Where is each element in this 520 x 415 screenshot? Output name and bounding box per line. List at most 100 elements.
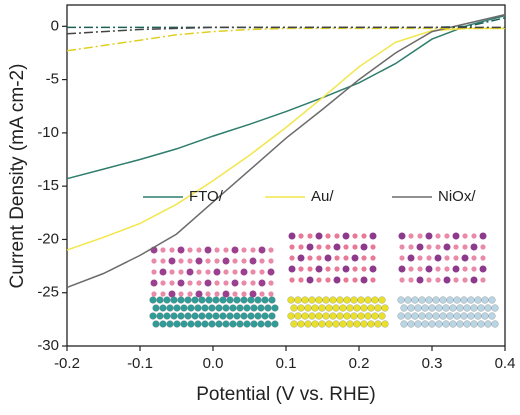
y-tick-label: -25 xyxy=(37,284,59,301)
atom xyxy=(168,257,176,265)
atom xyxy=(316,255,322,261)
atom xyxy=(294,312,302,320)
atom xyxy=(152,304,160,312)
atom xyxy=(180,320,188,328)
atom xyxy=(307,266,313,272)
atom xyxy=(151,258,157,264)
atom xyxy=(307,255,313,261)
atom xyxy=(219,296,227,304)
atom xyxy=(446,312,454,320)
atom xyxy=(259,291,265,297)
atom xyxy=(223,269,229,275)
atom xyxy=(343,244,349,250)
atom xyxy=(268,258,274,264)
atom xyxy=(462,277,468,283)
atom xyxy=(214,291,220,297)
atom xyxy=(408,277,414,283)
atom xyxy=(187,320,195,328)
atom xyxy=(173,320,181,328)
atom xyxy=(205,296,213,304)
atom xyxy=(404,312,412,320)
atom xyxy=(343,296,351,304)
atom xyxy=(453,312,461,320)
x-tick-label: 0.4 xyxy=(495,355,516,372)
atom xyxy=(241,258,247,264)
atom xyxy=(214,258,220,264)
atom xyxy=(479,232,487,240)
atom xyxy=(444,255,450,261)
atom xyxy=(449,320,457,328)
atom xyxy=(290,320,298,328)
atom xyxy=(287,296,295,304)
atom xyxy=(268,312,276,320)
atom xyxy=(191,312,199,320)
atom xyxy=(191,296,199,304)
atom xyxy=(421,304,429,312)
atom xyxy=(418,312,426,320)
atom xyxy=(370,244,376,250)
atom xyxy=(241,247,247,253)
atom xyxy=(443,276,451,284)
atom xyxy=(316,277,322,283)
atom xyxy=(407,320,415,328)
atom xyxy=(400,320,408,328)
y-tick-label: -20 xyxy=(37,230,59,247)
atom xyxy=(426,255,432,261)
atom xyxy=(432,296,440,304)
atom xyxy=(449,304,457,312)
atom xyxy=(329,296,337,304)
atom xyxy=(196,280,202,286)
atom xyxy=(480,255,486,261)
atom xyxy=(462,244,468,250)
atom xyxy=(231,246,239,254)
atom xyxy=(381,304,389,312)
y-tick-label: 0 xyxy=(51,17,59,34)
series-line xyxy=(66,14,506,180)
atom xyxy=(316,244,322,250)
atom xyxy=(351,254,359,262)
atom xyxy=(196,269,202,275)
atom xyxy=(360,276,368,284)
atom xyxy=(353,320,361,328)
atom xyxy=(460,312,468,320)
atom xyxy=(257,304,265,312)
atom xyxy=(439,296,447,304)
atom xyxy=(187,258,193,264)
atom xyxy=(352,233,358,239)
atom xyxy=(250,304,258,312)
atom xyxy=(332,320,340,328)
atom xyxy=(290,304,298,312)
atom xyxy=(250,269,256,275)
atom xyxy=(247,312,255,320)
atom xyxy=(484,320,492,328)
series-line xyxy=(66,13,506,289)
atom xyxy=(398,265,406,273)
atom xyxy=(213,268,221,276)
series-line xyxy=(66,27,505,52)
atom xyxy=(160,247,166,253)
atom xyxy=(240,312,248,320)
legend-label: Au/ xyxy=(311,188,334,205)
crystal-insets xyxy=(149,232,499,328)
atom xyxy=(452,232,460,240)
atom xyxy=(219,312,227,320)
atom xyxy=(346,304,354,312)
atom xyxy=(435,277,441,283)
atom xyxy=(318,304,326,312)
atom xyxy=(152,320,160,328)
atom xyxy=(267,268,275,276)
atom xyxy=(425,265,433,273)
atom xyxy=(408,233,414,239)
atom xyxy=(417,255,423,261)
atom xyxy=(425,232,433,240)
atom xyxy=(297,254,305,262)
atom xyxy=(414,304,422,312)
legend-label: FTO/ xyxy=(189,188,224,205)
y-tick-label: -5 xyxy=(46,71,59,88)
atom xyxy=(271,304,279,312)
x-tick-label: 0.2 xyxy=(349,355,370,372)
x-tick-label: -0.1 xyxy=(127,355,153,372)
atom xyxy=(178,258,184,264)
atom xyxy=(163,296,171,304)
